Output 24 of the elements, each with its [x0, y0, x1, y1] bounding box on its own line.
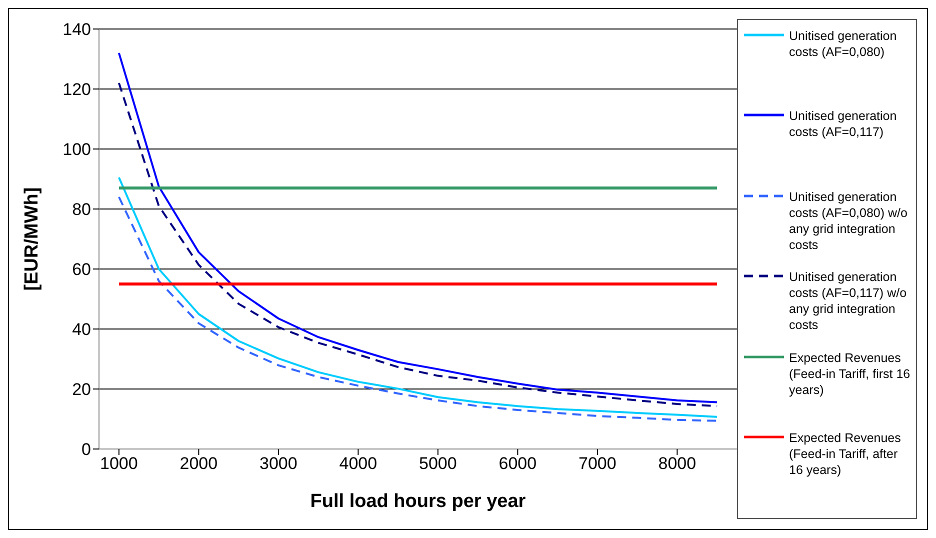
y-tick-label: 80 [72, 200, 91, 220]
legend-label: Expected Revenues (Feed-in Tariff, after 16 years) [789, 430, 902, 478]
y-tick-label: 120 [62, 80, 91, 100]
legend-label: Expected Revenues (Feed-in Tariff, first 16 years) [789, 350, 912, 398]
y-axis-title: [EUR/MWh] [22, 187, 43, 291]
x-tick-label: 1000 [100, 454, 138, 474]
legend-label: Unitised generation costs (AF=0,080) [789, 28, 898, 60]
legend-label: Unitised generation costs (AF=0,080) w/o any grid integration costs [789, 188, 908, 253]
x-tick-label: 5000 [419, 454, 457, 474]
y-tick-label: 40 [72, 320, 91, 340]
x-tick-label: 6000 [498, 454, 537, 474]
x-tick-label: 7000 [578, 454, 616, 474]
y-tick-label: 100 [62, 140, 91, 160]
x-tick-label: 3000 [260, 454, 298, 474]
legend-label: Unitised generation costs (AF=0,117) w/o any grid integration costs [789, 269, 908, 334]
y-tick-label: 60 [72, 260, 91, 280]
y-tick-label: 140 [62, 20, 91, 40]
legend-label: Unitised generation costs (AF=0,117) [789, 108, 898, 140]
x-tick-label: 4000 [339, 454, 378, 474]
x-axis-title: Full load hours per year [310, 491, 526, 512]
x-tick-label: 2000 [180, 454, 218, 474]
y-tick-label: 0 [82, 440, 91, 460]
x-tick-label: 8000 [658, 454, 696, 474]
y-tick-label: 20 [72, 380, 91, 400]
